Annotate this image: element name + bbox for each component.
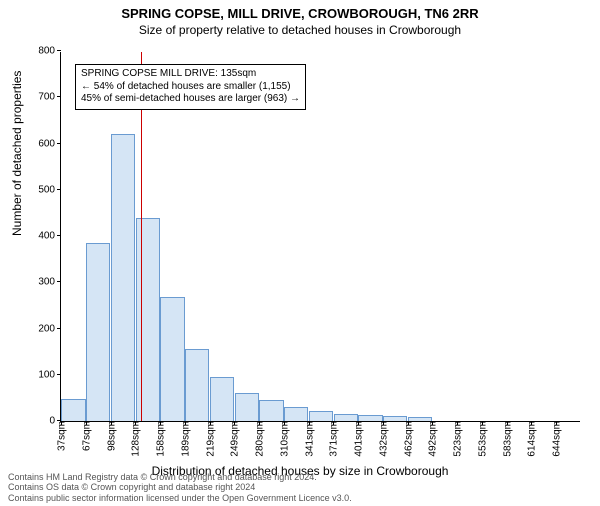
x-tick-mark	[432, 421, 433, 425]
x-tick-mark	[383, 421, 384, 425]
x-tick-label: 401sqm	[352, 421, 365, 457]
histogram-bar	[309, 411, 333, 421]
footer-line1: Contains HM Land Registry data © Crown c…	[8, 472, 352, 483]
chart-subtitle: Size of property relative to detached ho…	[0, 23, 600, 37]
y-tick-mark	[57, 235, 61, 236]
x-tick-mark	[111, 421, 112, 425]
x-tick-label: 462sqm	[401, 421, 414, 457]
histogram-bar	[284, 407, 308, 421]
annotation-line2: ← 54% of detached houses are smaller (1,…	[81, 81, 300, 94]
y-axis-label: Number of detached properties	[10, 71, 24, 236]
x-tick-mark	[358, 421, 359, 425]
x-tick-mark	[531, 421, 532, 425]
histogram-bar	[210, 377, 234, 421]
x-tick-label: 583sqm	[500, 421, 513, 457]
x-tick-mark	[160, 421, 161, 425]
x-tick-label: 37sqm	[55, 421, 68, 451]
x-tick-label: 128sqm	[129, 421, 142, 457]
x-tick-mark	[135, 421, 136, 425]
x-tick-label: 553sqm	[475, 421, 488, 457]
x-tick-label: 189sqm	[178, 421, 191, 457]
y-tick-mark	[57, 281, 61, 282]
y-tick-label: 400	[38, 231, 61, 242]
annotation-box: SPRING COPSE MILL DRIVE: 135sqm ← 54% of…	[75, 64, 306, 110]
footer-line3: Contains public sector information licen…	[8, 493, 352, 504]
x-tick-label: 67sqm	[79, 421, 92, 451]
x-tick-mark	[259, 421, 260, 425]
x-tick-mark	[210, 421, 211, 425]
histogram-bar	[185, 349, 209, 421]
y-tick-mark	[57, 96, 61, 97]
histogram-bar	[160, 297, 184, 421]
x-tick-label: 219sqm	[203, 421, 216, 457]
x-tick-mark	[507, 421, 508, 425]
footer: Contains HM Land Registry data © Crown c…	[8, 472, 352, 504]
chart-title: SPRING COPSE, MILL DRIVE, CROWBOROUGH, T…	[0, 6, 600, 21]
histogram-bar	[334, 414, 358, 421]
x-tick-mark	[185, 421, 186, 425]
x-tick-mark	[284, 421, 285, 425]
plot-area: 0100200300400500600700800 37sqm67sqm98sq…	[60, 52, 580, 422]
x-tick-label: 280sqm	[253, 421, 266, 457]
x-tick-label: 523sqm	[451, 421, 464, 457]
x-tick-mark	[234, 421, 235, 425]
y-tick-mark	[57, 143, 61, 144]
y-tick-mark	[57, 374, 61, 375]
x-tick-mark	[333, 421, 334, 425]
x-tick-label: 371sqm	[327, 421, 340, 457]
histogram-bar	[259, 400, 283, 421]
x-tick-label: 158sqm	[154, 421, 167, 457]
x-tick-mark	[309, 421, 310, 425]
y-tick-mark	[57, 189, 61, 190]
histogram-bar	[61, 399, 85, 421]
y-tick-label: 800	[38, 46, 61, 57]
y-tick-label: 300	[38, 277, 61, 288]
x-tick-label: 644sqm	[550, 421, 563, 457]
y-tick-mark	[57, 50, 61, 51]
x-tick-mark	[482, 421, 483, 425]
y-tick-mark	[57, 328, 61, 329]
x-tick-label: 432sqm	[376, 421, 389, 457]
histogram-bar	[86, 243, 110, 421]
histogram-bar	[136, 218, 160, 422]
x-tick-mark	[408, 421, 409, 425]
annotation-line1: SPRING COPSE MILL DRIVE: 135sqm	[81, 68, 300, 81]
histogram-bar	[235, 393, 259, 421]
x-tick-mark	[556, 421, 557, 425]
x-tick-mark	[457, 421, 458, 425]
x-tick-label: 341sqm	[302, 421, 315, 457]
histogram-bar	[111, 134, 135, 421]
x-tick-label: 614sqm	[525, 421, 538, 457]
x-tick-mark	[86, 421, 87, 425]
footer-line2: Contains OS data © Crown copyright and d…	[8, 482, 352, 493]
y-tick-label: 200	[38, 323, 61, 334]
x-tick-label: 492sqm	[426, 421, 439, 457]
y-tick-label: 600	[38, 138, 61, 149]
y-tick-label: 700	[38, 92, 61, 103]
annotation-line3: 45% of semi-detached houses are larger (…	[81, 93, 300, 106]
y-tick-label: 500	[38, 184, 61, 195]
x-tick-label: 98sqm	[104, 421, 117, 451]
x-tick-label: 249sqm	[228, 421, 241, 457]
x-tick-label: 310sqm	[277, 421, 290, 457]
x-tick-mark	[61, 421, 62, 425]
y-tick-label: 100	[38, 369, 61, 380]
